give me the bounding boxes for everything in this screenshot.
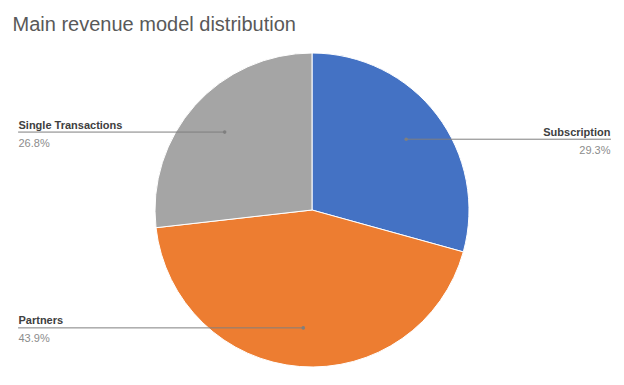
- svg-text:43.9%: 43.9%: [19, 332, 50, 344]
- svg-text:Partners: Partners: [19, 314, 64, 326]
- svg-text:Single Transactions: Single Transactions: [19, 119, 123, 131]
- svg-text:26.8%: 26.8%: [19, 137, 50, 149]
- svg-text:Main revenue model distributio: Main revenue model distribution: [13, 13, 297, 35]
- svg-text:29.3%: 29.3%: [579, 144, 610, 156]
- svg-text:Subscription: Subscription: [543, 126, 611, 138]
